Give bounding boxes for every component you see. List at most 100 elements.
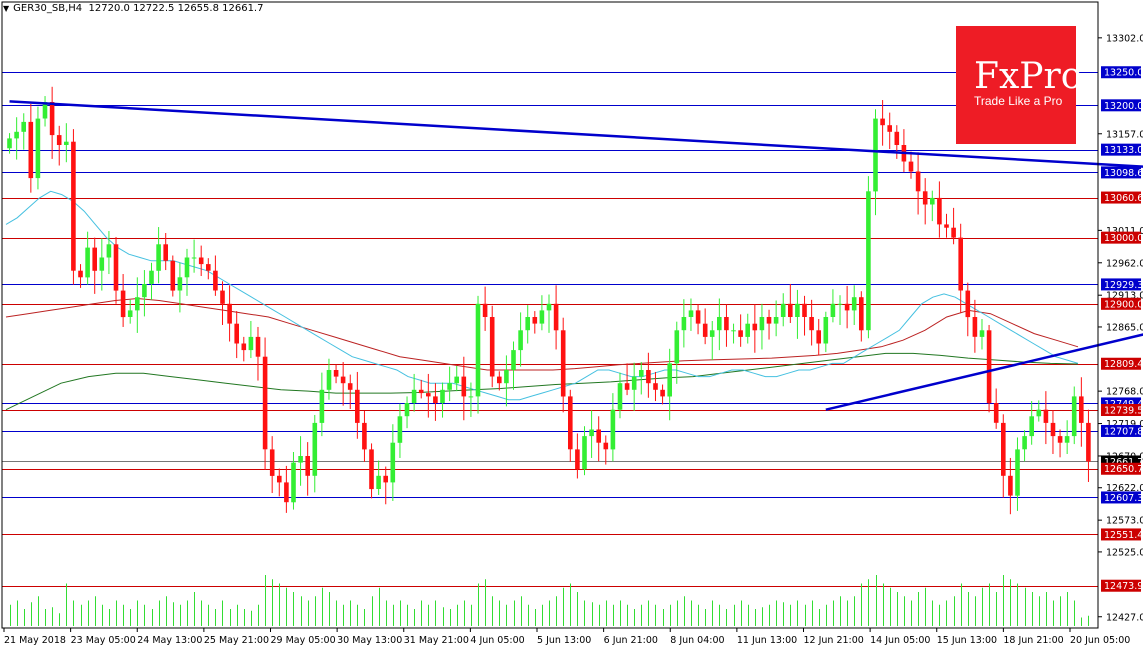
candle-body — [35, 118, 41, 179]
volume-bars — [10, 575, 1089, 626]
candle-body — [504, 370, 509, 384]
candle-body — [269, 449, 275, 476]
logo-tagline: Trade Like a Pro — [974, 94, 1063, 108]
y-tick-label: 12962.0 — [1106, 258, 1143, 269]
candle-body — [731, 330, 736, 332]
candle-body — [390, 442, 396, 483]
x-tick-label: 18 Jun 21:00 — [1003, 635, 1063, 646]
level-tag — [1101, 99, 1141, 112]
candle-body — [234, 323, 239, 344]
candle-body — [930, 197, 935, 205]
candle-body — [646, 370, 651, 384]
candle-body — [213, 270, 218, 291]
ma-mid-line — [5, 297, 1079, 371]
level-tag — [1101, 491, 1141, 504]
trendline — [9, 100, 1143, 168]
level-tag — [1101, 357, 1141, 370]
candle-body — [1043, 409, 1049, 423]
candle-body — [78, 270, 83, 278]
candle-body — [525, 317, 530, 331]
level-tag — [1101, 528, 1141, 541]
y-tick-label: 12427.0 — [1106, 612, 1143, 623]
candle-body — [1001, 422, 1006, 476]
level-tag-label: 12929.3 — [1104, 280, 1143, 291]
candle-body — [724, 317, 729, 331]
symbol-label: GER30_SB,H4 — [13, 3, 83, 14]
candle-body — [284, 482, 289, 503]
candle-body — [369, 449, 374, 490]
ma-slow-line — [5, 352, 1079, 411]
candle-body — [113, 244, 119, 291]
candle-body — [376, 475, 381, 489]
candle-body — [21, 121, 26, 132]
candle-body — [127, 310, 133, 317]
candle-body — [788, 303, 793, 317]
level-tag — [1101, 66, 1141, 79]
candle-body — [844, 303, 850, 311]
candle-body — [262, 356, 268, 450]
candle-body — [120, 290, 126, 318]
candle-body — [312, 422, 318, 476]
candle-body — [14, 131, 19, 139]
candle-body — [681, 317, 687, 331]
candle-body — [454, 376, 459, 384]
candle-body — [965, 290, 971, 318]
candle-body — [1015, 449, 1020, 496]
candle-body — [873, 118, 878, 192]
candle-body — [653, 383, 658, 390]
candle-body — [780, 303, 786, 317]
candle-body — [340, 376, 346, 384]
candle-body — [64, 141, 69, 145]
candle-body — [1022, 436, 1027, 450]
level-tag-label: 13000.0 — [1104, 233, 1143, 244]
level-tag-label: 12809.4 — [1104, 359, 1143, 370]
level-tag-label: 12739.5 — [1104, 405, 1143, 416]
candle-body — [227, 303, 232, 324]
logo-name: FxPro — [974, 56, 1083, 97]
candle-body — [42, 102, 48, 119]
candle-body — [248, 336, 254, 351]
candle-body — [489, 317, 495, 377]
candle-body — [163, 244, 168, 261]
plot-frame — [1, 1, 1099, 629]
candle-body — [28, 121, 34, 179]
level-tag-label: 12707.8 — [1104, 426, 1143, 437]
candle-body — [305, 456, 310, 476]
candle-body — [1029, 416, 1034, 437]
candle-body — [624, 383, 630, 390]
candle-body — [546, 303, 552, 311]
candle-body — [972, 317, 978, 337]
candle-body — [660, 389, 665, 397]
candle-body — [156, 244, 161, 271]
candle-body — [773, 317, 779, 324]
candle-body — [49, 102, 55, 136]
candle-body — [426, 393, 431, 397]
candle-body — [958, 237, 963, 291]
x-tick-label: 20 Jun 05:00 — [1070, 635, 1130, 646]
candle-body — [908, 161, 914, 172]
level-tag-label: 12551.4 — [1104, 530, 1143, 541]
candle-body — [809, 317, 814, 331]
candle-body — [837, 303, 843, 305]
candle-body — [937, 197, 942, 225]
level-tag — [1101, 579, 1141, 592]
candle-body — [752, 323, 758, 331]
candle-body — [951, 227, 956, 238]
candle-body — [993, 403, 999, 423]
collapse-icon[interactable]: ▼ — [3, 4, 10, 13]
candle-body — [447, 383, 452, 390]
candle-body — [383, 475, 388, 483]
candle-body — [944, 224, 949, 228]
candle-body — [298, 456, 303, 463]
candle-body — [191, 257, 197, 259]
candle-body — [603, 442, 609, 450]
candle-body — [347, 383, 353, 390]
x-tick-label: 6 Jun 21:00 — [604, 635, 658, 646]
level-tag-label: 13200.0 — [1104, 101, 1143, 112]
candle-body — [859, 297, 864, 331]
candle-body — [1036, 409, 1042, 417]
candle-body — [277, 475, 282, 483]
candle-body — [880, 118, 885, 126]
candle-body — [220, 290, 225, 304]
level-tag-label: 12661.7 — [1104, 457, 1143, 468]
